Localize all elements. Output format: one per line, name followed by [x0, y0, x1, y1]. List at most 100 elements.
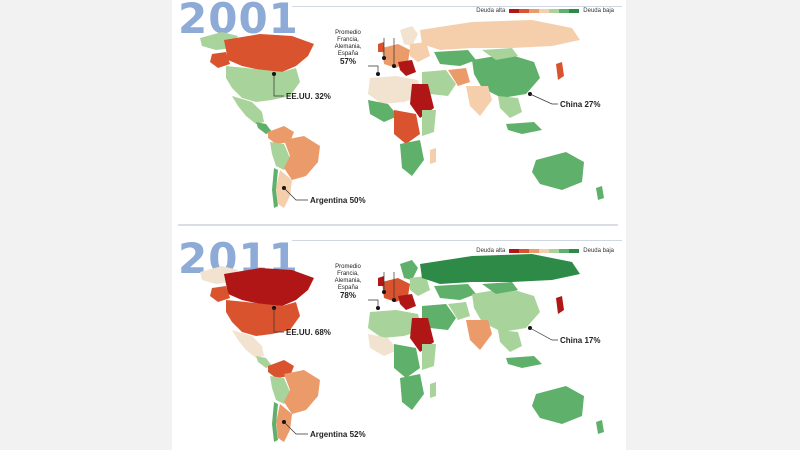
argentina-callout: Argentina 50% — [310, 196, 366, 205]
legend-color-scale — [509, 249, 580, 253]
brazil — [284, 136, 320, 180]
russia — [420, 20, 580, 50]
usa-leader — [273, 74, 284, 97]
india — [466, 320, 492, 350]
central-america — [256, 122, 272, 134]
legend-low-label: Deuda baja — [583, 8, 614, 14]
new-zealand — [596, 186, 604, 200]
kazakhstan — [434, 50, 476, 66]
southern-africa — [400, 374, 424, 410]
europe-callout: Promedio Francia, Alemania, España 78% — [334, 264, 362, 300]
india — [466, 86, 492, 116]
header-rule — [292, 240, 622, 241]
mexico — [232, 330, 264, 358]
legend-swatch — [549, 9, 560, 13]
china-leader — [529, 93, 558, 105]
eastern-europe — [410, 42, 430, 62]
europe-leader — [368, 272, 395, 308]
legend-high-label: Deuda alta — [476, 8, 506, 14]
middle-east — [422, 70, 456, 96]
japan — [556, 296, 564, 314]
europe-leader — [368, 38, 395, 74]
kazakhstan — [434, 284, 476, 300]
legend-swatch — [539, 249, 550, 253]
legend-high-label: Deuda alta — [476, 248, 506, 254]
italy-balkans — [398, 60, 416, 76]
japan — [556, 62, 564, 80]
italy-balkans — [398, 294, 416, 310]
peru-bolivia — [270, 376, 290, 404]
southeast-asia — [498, 330, 522, 352]
central-africa — [394, 110, 420, 144]
mongolia — [482, 48, 518, 60]
world-map-2001 — [200, 20, 604, 208]
southeast-asia — [498, 96, 522, 118]
argentina-leader — [283, 421, 308, 435]
indonesia — [506, 356, 542, 368]
legend-swatch — [529, 9, 540, 13]
eastern-europe — [410, 276, 430, 296]
legend-swatch — [549, 249, 560, 253]
north-africa — [368, 76, 422, 104]
china-callout: China 17% — [560, 336, 601, 345]
central-america — [256, 356, 272, 368]
map-panel-2011: 2011 Deuda alta Deuda baja — [172, 228, 626, 450]
chile — [272, 402, 278, 442]
legend-swatch — [519, 249, 530, 253]
australia — [532, 386, 584, 424]
map-panel-2001: 2001 Deuda alta Deuda baja — [172, 0, 626, 222]
legend-color-scale — [509, 9, 580, 13]
legend-swatch — [559, 9, 570, 13]
uk — [378, 42, 384, 52]
scandinavia — [400, 260, 418, 280]
header-rule — [292, 6, 622, 7]
alaska — [210, 286, 230, 302]
alaska — [210, 52, 230, 68]
canada — [224, 34, 314, 72]
middle-east — [422, 304, 456, 330]
china-leader — [529, 327, 558, 341]
usa-leader — [273, 308, 284, 333]
scandinavia — [400, 26, 418, 46]
infographic-sheet: 2001 Deuda alta Deuda baja — [172, 0, 626, 450]
legend-swatch — [509, 9, 520, 13]
brazil — [284, 370, 320, 414]
west-africa — [368, 100, 398, 122]
legend-swatch — [559, 249, 570, 253]
madagascar — [430, 148, 436, 164]
usa — [226, 300, 300, 336]
debt-legend: Deuda alta Deuda baja — [476, 246, 614, 256]
egypt-sudan — [410, 318, 434, 352]
usa-callout: EE.UU. 32% — [286, 92, 331, 101]
europe-callout: Promedio Francia, Alemania, España 57% — [334, 30, 362, 66]
canada — [224, 268, 314, 306]
egypt-sudan — [410, 84, 434, 118]
legend-swatch — [539, 9, 550, 13]
east-africa — [422, 344, 436, 370]
argentina-callout: Argentina 52% — [310, 430, 366, 439]
legend-swatch — [529, 249, 540, 253]
panel-divider — [178, 224, 618, 226]
central-africa — [394, 344, 420, 378]
legend-swatch — [569, 249, 580, 253]
east-africa — [422, 110, 436, 136]
legend-swatch — [519, 9, 530, 13]
legend-swatch — [509, 249, 520, 253]
china — [472, 54, 540, 98]
mongolia — [482, 282, 518, 294]
iran — [448, 68, 470, 86]
china-callout: China 27% — [560, 100, 601, 109]
usa — [226, 66, 300, 102]
iran — [448, 302, 470, 320]
southern-africa — [400, 140, 424, 176]
argentina-leader — [283, 187, 308, 201]
usa-callout: EE.UU. 68% — [286, 328, 331, 337]
north-africa — [368, 310, 422, 338]
new-zealand — [596, 420, 604, 434]
legend-low-label: Deuda baja — [583, 248, 614, 254]
west-africa — [368, 334, 398, 356]
china — [472, 288, 540, 332]
indonesia — [506, 122, 542, 134]
mexico — [232, 96, 264, 124]
legend-swatch — [569, 9, 580, 13]
